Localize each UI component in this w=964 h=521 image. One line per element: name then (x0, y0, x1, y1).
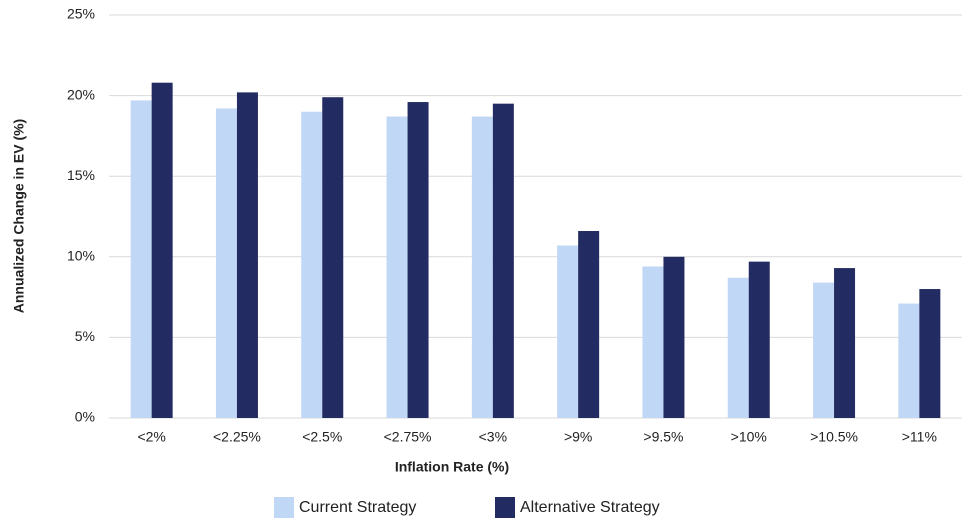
bar (663, 256, 685, 418)
bar (557, 245, 579, 418)
x-tick-label: <2.25% (213, 429, 261, 445)
bar (151, 82, 173, 418)
bar (471, 116, 493, 418)
x-tick-label: <2% (137, 429, 165, 445)
bar (301, 111, 323, 418)
x-tick-label: <2.75% (384, 429, 432, 445)
y-tick-label: 0% (75, 409, 95, 425)
x-tick-label: >11% (902, 429, 937, 445)
legend-label: Current Strategy (299, 499, 416, 516)
bar (834, 268, 856, 418)
x-axis-label: Inflation Rate (%) (395, 459, 509, 475)
bar (898, 303, 920, 418)
bar (727, 277, 749, 418)
bar (578, 231, 600, 418)
x-tick-label: <2.5% (302, 429, 342, 445)
y-tick-label: 20% (67, 86, 95, 102)
bar (322, 97, 344, 418)
legend-swatch (274, 497, 294, 518)
bar (236, 92, 258, 418)
bar (407, 102, 429, 418)
y-tick-label: 25% (67, 6, 95, 22)
bar (492, 103, 514, 418)
x-tick-label: >9.5% (643, 429, 683, 445)
x-tick-label: >10% (731, 429, 767, 445)
legend-label: Alternative Strategy (520, 499, 660, 516)
x-tick-label: >9% (564, 429, 592, 445)
bar (748, 261, 770, 418)
y-tick-label: 5% (75, 328, 95, 344)
bar (642, 266, 664, 418)
y-tick-label: 15% (67, 167, 95, 183)
bar (919, 289, 941, 418)
bar (813, 282, 835, 418)
x-tick-label: <3% (479, 429, 507, 445)
x-tick-label: >10.5% (810, 429, 858, 445)
bar (386, 116, 408, 418)
legend-swatch (495, 497, 515, 518)
y-axis-label: Annualized Change in EV (%) (11, 119, 27, 313)
bar (215, 108, 237, 418)
y-tick-label: 10% (67, 248, 95, 264)
bar (130, 100, 152, 418)
